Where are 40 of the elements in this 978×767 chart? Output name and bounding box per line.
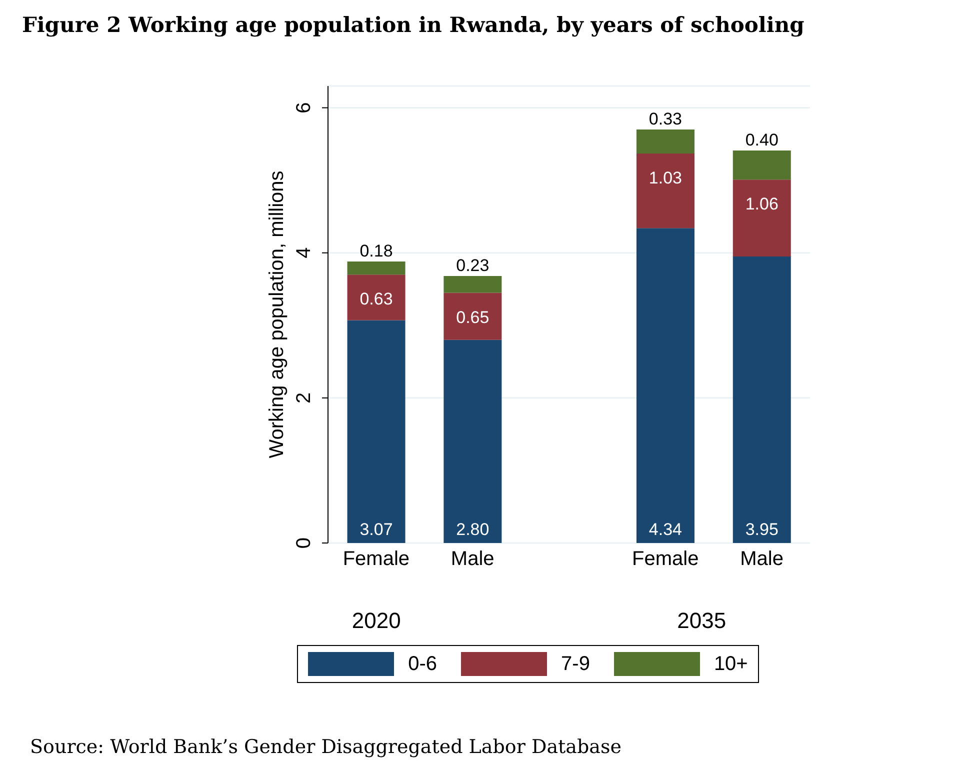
x-tick-label: Female [632, 548, 699, 570]
data-label: 0.63 [360, 290, 393, 309]
data-label: 0.18 [360, 242, 393, 261]
y-tick-label: 4 [293, 247, 315, 258]
bar [732, 150, 791, 180]
bar [636, 130, 694, 154]
legend-label: 10+ [714, 652, 748, 676]
chart-title: Figure 2 Working age population in Rwanda, by years of schooling [22, 12, 804, 37]
x-tick-label: Male [450, 548, 494, 570]
legend-label: 7-9 [561, 652, 590, 676]
data-label: 1.03 [648, 168, 682, 188]
y-tick-label: 6 [293, 102, 315, 114]
data-label: 3.95 [745, 520, 778, 539]
data-label: 0.65 [456, 308, 490, 327]
bar [444, 340, 502, 543]
bar [732, 256, 791, 543]
bar [444, 292, 502, 340]
data-label: 4.34 [648, 520, 682, 539]
bar [347, 262, 406, 275]
data-label: 0.40 [745, 130, 778, 150]
y-tick-label: 2 [293, 392, 315, 404]
bar [347, 320, 406, 543]
x-tick-label: Male [740, 548, 784, 570]
data-label: 2.80 [456, 520, 490, 539]
y-tick-label: 0 [293, 537, 315, 549]
x-tick-label: Female [342, 548, 410, 570]
bar [636, 228, 694, 543]
source-note: Source: World Bank’s Gender Disaggregated Labor Database [30, 736, 622, 758]
data-label: 0.23 [456, 256, 490, 276]
data-label: 0.33 [648, 110, 682, 129]
bar [732, 180, 791, 256]
text: 2035 [676, 608, 728, 634]
bar [636, 153, 694, 228]
bar [444, 276, 502, 293]
data-label: 1.06 [745, 194, 778, 214]
text: 2020 [350, 608, 402, 634]
data-label: 3.07 [360, 520, 393, 539]
legend-label: 0-6 [408, 652, 438, 676]
bar [347, 274, 406, 320]
y-axis-title: Working age population, millions [266, 170, 288, 458]
